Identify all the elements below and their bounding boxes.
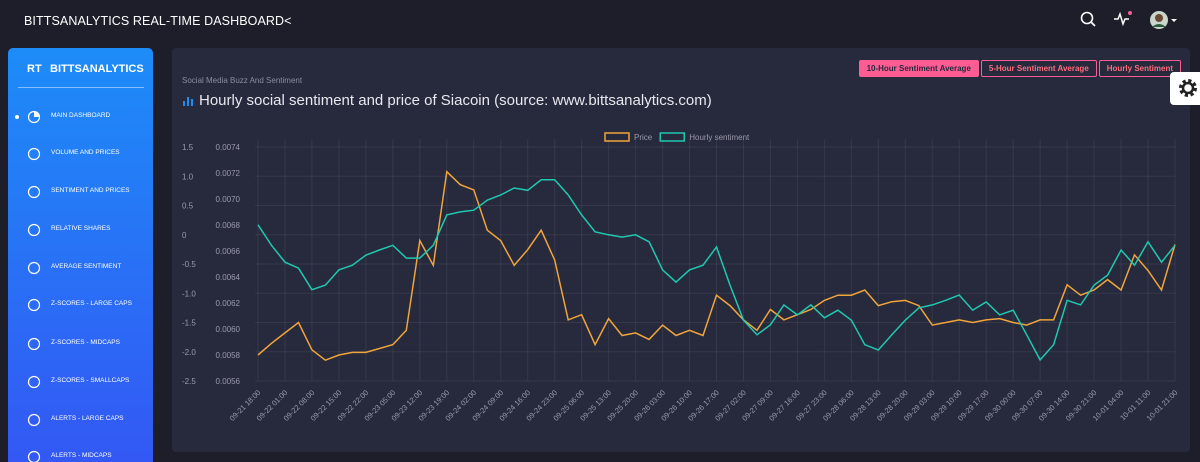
legend-swatch <box>659 132 685 142</box>
nav-icon <box>27 375 41 389</box>
icon-shape <box>27 298 41 312</box>
series-line <box>257 179 1176 362</box>
nav-item[interactable]: Z-SCORES - LARGE CAPS <box>8 295 153 315</box>
nav-icon <box>27 185 41 199</box>
search-icon[interactable] <box>1080 11 1094 25</box>
chart: -2.5 -2.0 -1.5 -1.0 -0.5 0 0.5 1.0 1.5 0.0056 0.00… <box>182 132 1179 423</box>
nav-icon <box>27 298 41 312</box>
nav-label: Z-SCORES - MIDCAPS <box>51 339 120 346</box>
app-title: BITTSANALYTICS REAL-TIME DASHBOARD< <box>24 14 292 28</box>
legend-label: Price <box>634 133 653 142</box>
nav-icon <box>27 337 41 351</box>
icon-shape <box>27 375 41 389</box>
top-bar: BITTSANALYTICS REAL-TIME DASHBOARD< <box>0 0 1200 44</box>
nav-label: SENTIMENT AND PRICES <box>51 187 130 194</box>
card-category: Social Media Buzz And Sentiment <box>182 76 303 85</box>
y-tick-label: 1.5 <box>182 143 194 152</box>
chart-card: Social Media Buzz And Sentiment Hourly s… <box>172 48 1190 452</box>
icon-shape <box>27 413 41 427</box>
nav-item[interactable]: VOLUME AND PRICES <box>8 144 153 164</box>
nav-item[interactable]: RELATIVE SHARES <box>8 220 153 240</box>
nav-item[interactable]: MAIN DASHBOARD <box>8 107 153 127</box>
y2-tick-label: 0.0066 <box>216 247 241 256</box>
icon-shape <box>27 185 41 199</box>
nav-item[interactable]: ALERTS - MIDCAPS <box>8 447 153 462</box>
chart-title: Hourly social sentiment and price of Sia… <box>199 92 712 109</box>
icon-shape <box>34 111 40 117</box>
y2-tick-label: 0.0058 <box>216 351 241 360</box>
nav-item[interactable]: ALERTS - LARGE CAPS <box>8 410 153 430</box>
icon-shape <box>27 450 41 462</box>
y-tick-label: -2.5 <box>182 377 196 386</box>
icon-shape <box>27 337 41 351</box>
tab-button[interactable]: Hourly Sentiment <box>1098 60 1181 77</box>
y-tick-label: 0.5 <box>182 202 194 211</box>
nav-label: Z-SCORES - LARGE CAPS <box>51 300 132 307</box>
nav-item[interactable]: SENTIMENT AND PRICES <box>8 182 153 202</box>
y2-tick-label: 0.0060 <box>216 325 241 334</box>
legend-label: Hourly sentiment <box>689 133 750 142</box>
sidebar: RT BITTSANALYTICS MAIN DASHBOARD VOLUME A… <box>8 48 153 462</box>
tab-group: 10-Hour Sentiment Average 5-Hour Sentimen… <box>857 60 1181 77</box>
icon-shape <box>27 147 41 161</box>
y-tick-label: -1.5 <box>182 319 196 328</box>
nav-label: Z-SCORES - SMALLCAPS <box>51 377 130 384</box>
series-line <box>257 170 1176 362</box>
nav-label: ALERTS - MIDCAPS <box>51 452 112 459</box>
icon-shape <box>27 223 41 237</box>
y-tick-label: -2.0 <box>182 348 196 357</box>
tab-button[interactable]: 5-Hour Sentiment Average <box>980 60 1097 77</box>
nav-label: AVERAGE SENTIMENT <box>51 263 122 270</box>
avatar-body <box>1152 24 1166 27</box>
nav-icon <box>27 223 41 237</box>
y-tick-label: 0 <box>182 231 187 240</box>
notification-dot <box>1128 11 1132 15</box>
nav-label: VOLUME AND PRICES <box>51 149 120 156</box>
y-tick-label: 1.0 <box>182 172 194 181</box>
search-handle <box>1090 21 1096 27</box>
chart-icon <box>183 97 193 106</box>
nav-item[interactable]: Z-SCORES - SMALLCAPS <box>8 372 153 392</box>
avatar-caret[interactable] <box>1171 19 1177 22</box>
nav-icon <box>27 413 41 427</box>
y2-tick-label: 0.0074 <box>216 143 241 152</box>
nav-item[interactable]: AVERAGE SENTIMENT <box>8 258 153 278</box>
gear-icon <box>1179 79 1197 97</box>
icon-shape <box>27 261 41 275</box>
y2-tick-label: 0.0068 <box>216 221 241 230</box>
nav-item[interactable]: Z-SCORES - MIDCAPS <box>8 334 153 354</box>
nav-icon <box>27 110 41 124</box>
y2-tick-label: 0.0064 <box>216 273 241 282</box>
logo-short: RT <box>27 63 42 75</box>
y2-tick-label: 0.0056 <box>216 377 241 386</box>
settings-button[interactable] <box>1170 72 1200 105</box>
legend-swatch <box>604 132 630 142</box>
header-icons <box>1080 11 1177 29</box>
nav-icon <box>27 147 41 161</box>
y2-tick-label: 0.0062 <box>216 299 241 308</box>
activity-icon[interactable] <box>1114 11 1129 27</box>
nav-icon <box>27 261 41 275</box>
tab-button[interactable]: 10-Hour Sentiment Average <box>858 60 979 77</box>
nav-label: ALERTS - LARGE CAPS <box>51 415 124 422</box>
separator <box>18 87 144 88</box>
nav-icon <box>27 450 41 462</box>
active-dot <box>15 115 19 119</box>
y-tick-label: -1.0 <box>182 289 196 298</box>
avatar-face <box>1155 14 1163 22</box>
y2-tick-label: 0.0072 <box>216 169 241 178</box>
logo[interactable]: BITTSANALYTICS <box>50 63 144 75</box>
y-tick-label: -0.5 <box>182 260 196 269</box>
nav-label: RELATIVE SHARES <box>51 225 111 232</box>
nav-label: MAIN DASHBOARD <box>51 112 111 119</box>
y2-tick-label: 0.0070 <box>216 195 241 204</box>
